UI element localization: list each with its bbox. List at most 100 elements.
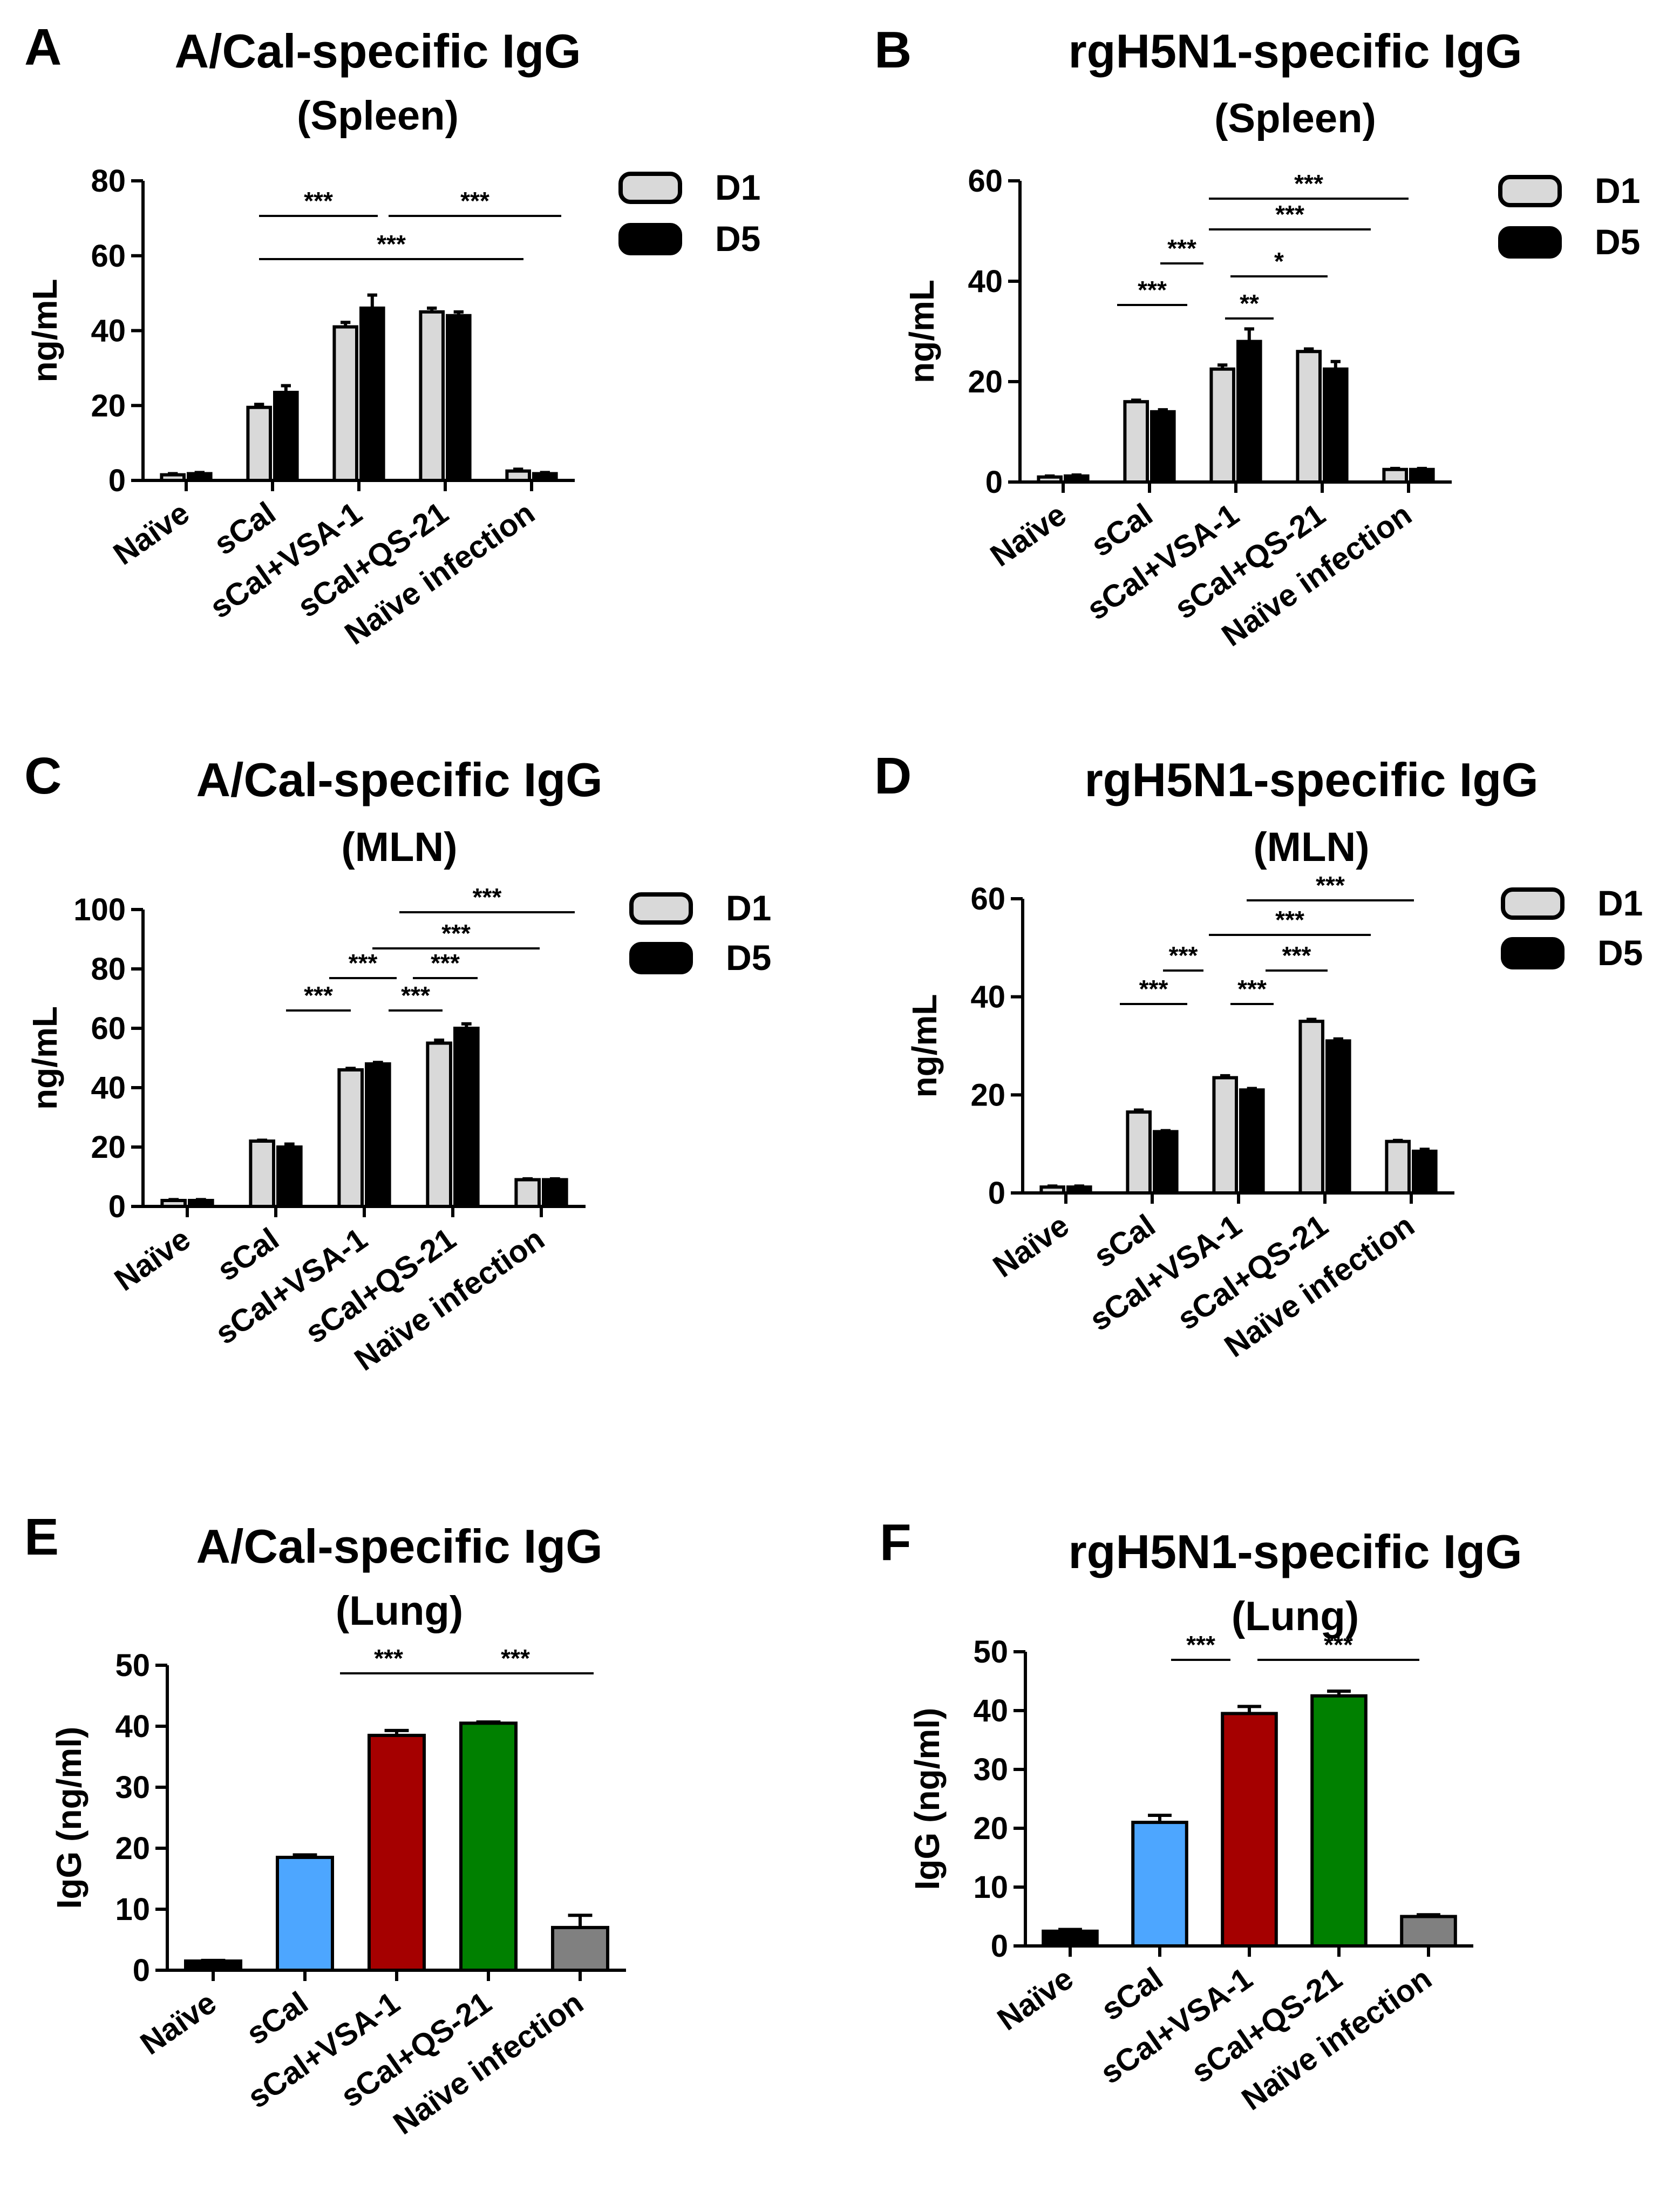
bar-d5 <box>1153 1130 1179 1195</box>
chart-subtitle: (Lung) <box>1232 1593 1359 1639</box>
y-tick-label: 20 <box>970 1077 1005 1113</box>
bar-d1 <box>1123 400 1149 484</box>
bar-d1 <box>1296 350 1322 484</box>
bar-d1 <box>249 1139 275 1208</box>
chart-title: A/Cal-specific IgG <box>196 753 602 806</box>
chart-subtitle: (Spleen) <box>297 93 459 139</box>
significance-label: *** <box>1294 169 1323 198</box>
x-tick-label: Naïve <box>108 1221 196 1298</box>
x-tick-label: Naïve <box>107 495 195 572</box>
y-tick-label: 40 <box>91 314 126 349</box>
y-tick-label: 40 <box>968 264 1003 299</box>
bar-d1 <box>160 1199 187 1208</box>
bar-igg <box>1400 1915 1457 1948</box>
bar-d5 <box>1064 474 1090 484</box>
bar-d1 <box>332 325 359 482</box>
y-tick-label: 60 <box>970 881 1005 917</box>
bar-d5 <box>1239 1088 1265 1195</box>
bar-d1 <box>1037 475 1063 484</box>
significance-label: ** <box>1240 289 1259 317</box>
bar-igg <box>459 1721 518 1972</box>
y-tick-label: 0 <box>985 465 1003 500</box>
significance-label: *** <box>1275 200 1304 228</box>
significance-label: *** <box>1186 1631 1215 1659</box>
bar-d5 <box>446 314 472 482</box>
significance-label: *** <box>431 949 460 977</box>
significance-label: *** <box>1139 975 1168 1003</box>
bar-igg <box>1221 1712 1278 1948</box>
y-tick-label: 50 <box>115 1648 150 1683</box>
bar-d1 <box>1209 367 1235 484</box>
significance-label: *** <box>401 981 430 1009</box>
bar-d5 <box>1323 367 1349 484</box>
panel-letter: A <box>24 18 62 76</box>
y-axis-label: IgG (ng/ml) <box>50 1727 89 1909</box>
bar-d5 <box>188 1199 214 1208</box>
y-tick-label: 40 <box>970 980 1005 1015</box>
bar-igg <box>1042 1929 1099 1948</box>
y-axis-label: ng/mL <box>905 994 944 1098</box>
y-axis-label: ng/mL <box>25 279 64 383</box>
chart-subtitle: (Lung) <box>336 1588 463 1634</box>
x-tick-label: Naïve <box>987 1208 1075 1284</box>
y-tick-label: 20 <box>91 1130 126 1165</box>
significance-label: *** <box>374 1644 403 1672</box>
y-axis-label: ng/mL <box>902 280 941 383</box>
bar-d1 <box>426 1041 452 1208</box>
significance-label: *** <box>460 187 489 215</box>
significance-label: *** <box>304 187 333 215</box>
bar-d5 <box>276 1145 303 1208</box>
y-tick-label: 20 <box>91 388 126 423</box>
significance-label: *** <box>377 230 406 258</box>
bar-d1 <box>1382 467 1408 484</box>
panel-a: A A/Cal-specific IgG (Spleen) 0 20 40 60 80 ng/m… <box>24 18 760 652</box>
legend-label-d5: D5 <box>726 938 771 978</box>
bar-d5 <box>532 472 558 483</box>
significance-label: *** <box>1324 1631 1353 1659</box>
bar-d1 <box>514 1178 541 1208</box>
y-tick-label: 0 <box>133 1953 150 1988</box>
y-tick-label: 40 <box>973 1693 1008 1728</box>
significance-label: * <box>1274 247 1284 275</box>
y-tick-label: 0 <box>988 1176 1005 1211</box>
y-tick-label: 20 <box>968 364 1003 399</box>
y-tick-label: 20 <box>973 1811 1008 1846</box>
legend-swatch-d1 <box>1498 175 1562 207</box>
significance-label: *** <box>501 1644 530 1672</box>
bar-d1 <box>1212 1076 1238 1195</box>
legend-swatch-d1 <box>1501 887 1565 920</box>
chart-title: A/Cal-specific IgG <box>174 24 581 78</box>
bar-d1 <box>1298 1020 1324 1195</box>
y-tick-label: 40 <box>115 1709 150 1744</box>
legend-label-d1: D1 <box>1595 171 1640 211</box>
x-tick-label: sCal <box>240 1985 315 2052</box>
y-tick-label: 80 <box>91 164 126 199</box>
chart-title: A/Cal-specific IgG <box>196 1520 602 1573</box>
legend-swatch-d5 <box>1498 226 1562 259</box>
chart-subtitle: (MLN) <box>341 824 457 870</box>
bar-igg <box>276 1855 334 1972</box>
bar-d5 <box>1412 1149 1438 1195</box>
y-tick-label: 30 <box>973 1752 1008 1787</box>
y-tick-label: 0 <box>108 463 126 498</box>
y-tick-label: 10 <box>973 1870 1008 1905</box>
legend-label-d5: D5 <box>715 219 760 259</box>
panel-letter: B <box>874 21 912 79</box>
bar-d5 <box>542 1178 568 1208</box>
bar-d5 <box>453 1027 480 1208</box>
significance-label: *** <box>441 919 471 947</box>
bar-d1 <box>1385 1139 1411 1195</box>
y-tick-label: 60 <box>91 1011 126 1046</box>
legend-swatch-d1 <box>629 892 693 925</box>
bar-igg <box>1131 1821 1188 1948</box>
bar-igg <box>1310 1694 1368 1948</box>
bar-d5 <box>1066 1185 1092 1195</box>
bar-d5 <box>1236 340 1262 484</box>
significance-label: *** <box>349 949 378 977</box>
chart-title: rgH5N1-specific IgG <box>1068 1525 1522 1578</box>
y-tick-label: 20 <box>115 1831 150 1866</box>
legend-swatch-d5 <box>618 223 682 255</box>
x-tick-label: Naïve <box>984 497 1072 573</box>
